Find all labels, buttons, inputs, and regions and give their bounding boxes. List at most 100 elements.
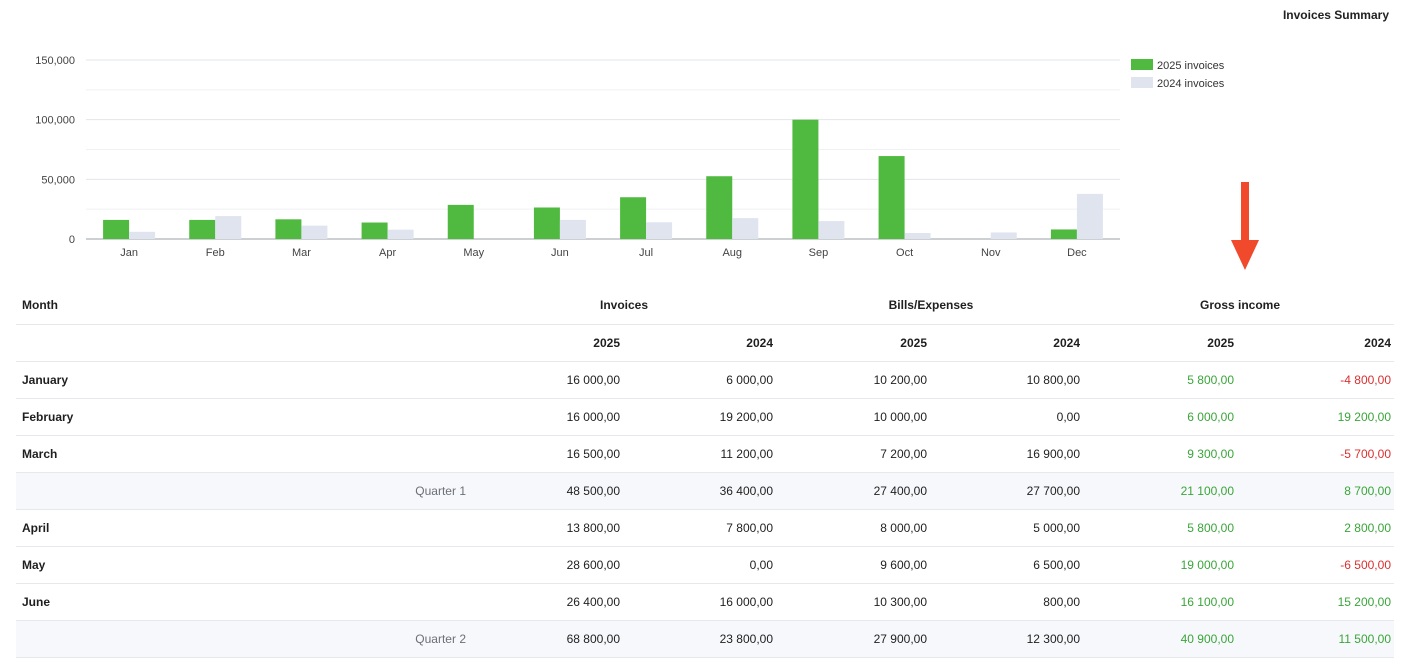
y-tick-label: 150,000	[35, 55, 75, 67]
x-tick-label: Nov	[981, 247, 1001, 259]
table-cell: 5 000,00	[930, 509, 1083, 547]
arrow-down-icon	[1231, 182, 1259, 270]
bar-2025	[361, 222, 388, 239]
table-cell: -4 800,00	[1237, 361, 1394, 399]
bar-2025	[792, 119, 819, 239]
x-tick-label: Jan	[120, 247, 138, 259]
table-cell: 27 900,00	[776, 620, 930, 658]
quarter-label: Quarter 2	[16, 620, 469, 658]
table-cell: 13 800,00	[469, 509, 623, 547]
month-column-header: Month	[16, 287, 469, 325]
month-label: March	[16, 435, 469, 473]
table-row: April 13 800,00 7 800,00 8 000,00 5 000,00 5 …	[16, 509, 1394, 547]
bar-2024	[559, 219, 586, 239]
bar-2025	[620, 197, 647, 239]
year-header-spacer	[16, 324, 469, 362]
table-row: January 16 000,00 6 000,00 10 200,00 10 800,…	[16, 361, 1394, 399]
table-cell: 11 500,00	[1237, 620, 1394, 658]
table-cell: 10 200,00	[776, 361, 930, 399]
table-year-row: 2025 2024 2025 2024 2025 2024	[16, 324, 1394, 362]
year-header: 2025	[776, 324, 930, 362]
table-cell: 26 400,00	[469, 583, 623, 621]
table-cell: 16 000,00	[469, 398, 623, 436]
invoices-bar-chart: 0 50,000 100,000 150,000 Jan Feb Mar Apr May Jun J…	[35, 55, 1225, 259]
legend-swatch	[1131, 77, 1153, 88]
bar-2024	[732, 218, 759, 239]
table-cell: 12 300,00	[930, 620, 1083, 658]
bar-2024	[129, 231, 156, 239]
y-tick-label: 100,000	[35, 115, 75, 127]
table-cell: 16 100,00	[1083, 583, 1237, 621]
quarter-total-row: Quarter 2 68 800,00 23 800,00 27 900,00 12 3…	[16, 620, 1394, 658]
y-tick-label: 0	[69, 234, 75, 246]
table-row: June 26 400,00 16 000,00 10 300,00 800,00 16 …	[16, 583, 1394, 621]
y-tick-label: 50,000	[41, 174, 75, 186]
invoices-column-header: Invoices	[469, 287, 776, 325]
table-cell: 9 600,00	[776, 546, 930, 584]
legend-swatch	[1131, 59, 1153, 70]
table-cell: 19 200,00	[1237, 398, 1394, 436]
bar-2024	[215, 216, 242, 239]
table-cell: 2 800,00	[1237, 509, 1394, 547]
x-tick-label: Feb	[206, 247, 225, 259]
x-tick-label: Apr	[379, 247, 396, 259]
table-cell: 16 000,00	[623, 583, 776, 621]
x-tick-label: Jul	[639, 247, 653, 259]
table-cell: 8 000,00	[776, 509, 930, 547]
table-body: January 16 000,00 6 000,00 10 200,00 10 800,…	[16, 361, 1394, 658]
table-cell: 68 800,00	[469, 620, 623, 658]
table-cell: 7 200,00	[776, 435, 930, 473]
table-cell: 9 300,00	[1083, 435, 1237, 473]
year-header: 2025	[1083, 324, 1237, 362]
year-header: 2024	[623, 324, 776, 362]
table-cell: 7 800,00	[623, 509, 776, 547]
table-cell: 6 500,00	[930, 546, 1083, 584]
table-row: February 16 000,00 19 200,00 10 000,00 0,00 6…	[16, 398, 1394, 436]
bar-2024	[387, 229, 414, 239]
bar-2025	[1050, 229, 1077, 239]
table-cell: 16 900,00	[930, 435, 1083, 473]
x-tick-label: Sep	[809, 247, 829, 259]
month-label: April	[16, 509, 469, 547]
bar-2024	[990, 232, 1017, 239]
year-header: 2024	[1237, 324, 1394, 362]
bar-2024	[818, 221, 845, 239]
table-cell: 6 000,00	[623, 361, 776, 399]
table-cell: 11 200,00	[623, 435, 776, 473]
bar-2025	[533, 207, 560, 239]
table-cell: 48 500,00	[469, 472, 623, 510]
bar-2025	[706, 176, 733, 239]
x-tick-label: Aug	[722, 247, 742, 259]
legend-label: 2025 invoices	[1157, 60, 1225, 72]
table-cell: -5 700,00	[1237, 435, 1394, 473]
month-label: June	[16, 583, 469, 621]
table-cell: 6 000,00	[1083, 398, 1237, 436]
table-cell: 10 000,00	[776, 398, 930, 436]
table-cell: 10 300,00	[776, 583, 930, 621]
month-label: May	[16, 546, 469, 584]
month-label: January	[16, 361, 469, 399]
table-cell: 36 400,00	[623, 472, 776, 510]
quarter-total-row: Quarter 1 48 500,00 36 400,00 27 400,00 27 7…	[16, 472, 1394, 510]
table-cell: 15 200,00	[1237, 583, 1394, 621]
gross-income-column-header: Gross income	[1083, 287, 1394, 325]
bills-column-header: Bills/Expenses	[776, 287, 1083, 325]
table-cell: 19 000,00	[1083, 546, 1237, 584]
legend-label: 2024 invoices	[1157, 78, 1225, 90]
table-cell: 5 800,00	[1083, 509, 1237, 547]
table-cell: 23 800,00	[623, 620, 776, 658]
page-title: Invoices Summary	[1282, 8, 1389, 22]
table-cell: 0,00	[930, 398, 1083, 436]
table-cell: 27 700,00	[930, 472, 1083, 510]
bar-2025	[189, 219, 216, 239]
table-cell: -6 500,00	[1237, 546, 1394, 584]
table-cell: 8 700,00	[1237, 472, 1394, 510]
table-cell: 16 000,00	[469, 361, 623, 399]
bar-2025	[878, 156, 905, 239]
table-row: March 16 500,00 11 200,00 7 200,00 16 900,00…	[16, 435, 1394, 473]
summary-table: Month Invoices Bills/Expenses Gross inco…	[16, 287, 1394, 658]
table-cell: 800,00	[930, 583, 1083, 621]
table-cell: 28 600,00	[469, 546, 623, 584]
x-tick-label: May	[463, 247, 484, 259]
month-label: February	[16, 398, 469, 436]
